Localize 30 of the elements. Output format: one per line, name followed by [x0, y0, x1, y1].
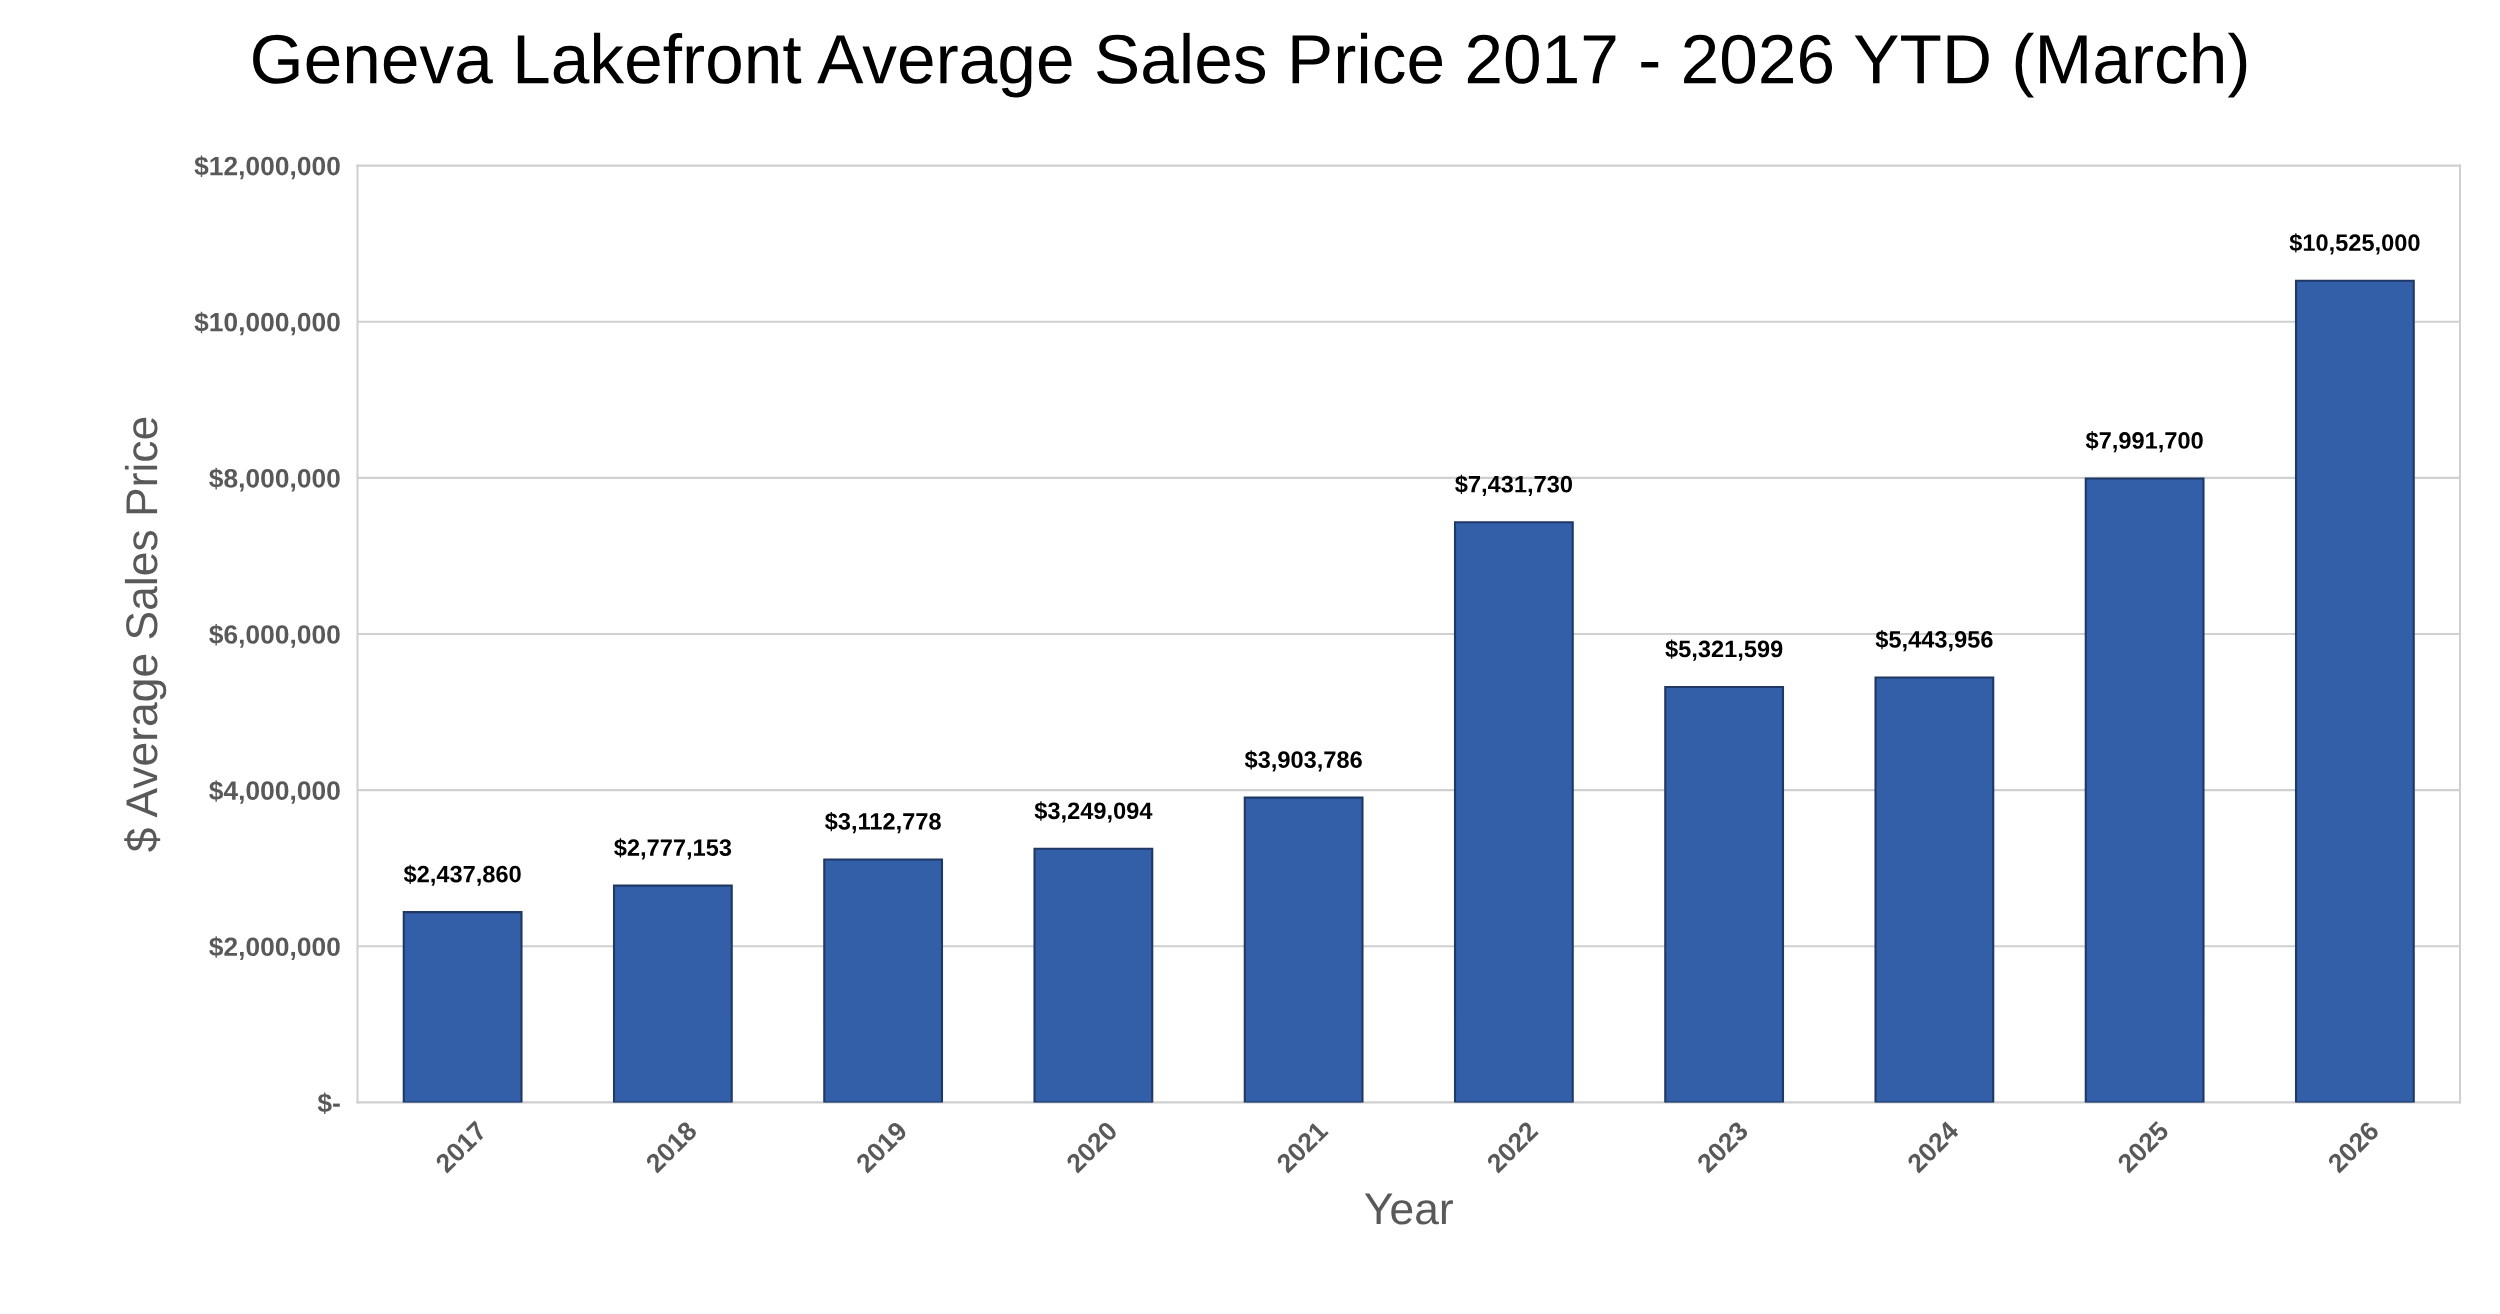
- bar: [1664, 685, 1785, 1103]
- y-tick-label: $10,000,000: [194, 311, 340, 336]
- data-label: $10,525,000: [2289, 233, 2420, 255]
- data-label: $3,112,778: [825, 812, 941, 834]
- chart-title: Geneva Lakefront Average Sales Price 2017 - 2026 YTD (March): [253, 32, 2247, 98]
- y-tick-label: $12,000,000: [194, 155, 340, 180]
- y-tick-label: $2,000,000: [209, 936, 340, 960]
- x-axis-title: Year: [1364, 1193, 1453, 1225]
- bar: [1033, 847, 1154, 1103]
- data-label: $3,249,094: [1034, 801, 1153, 823]
- y-tick-label: $-: [317, 1092, 340, 1114]
- bar: [612, 884, 733, 1103]
- bar: [823, 858, 944, 1103]
- bar: [2294, 279, 2415, 1103]
- data-label: $2,777,153: [614, 838, 732, 860]
- bar: [1243, 796, 1364, 1103]
- bar: [2084, 477, 2205, 1103]
- y-tick-label: $4,000,000: [209, 780, 340, 804]
- y-tick-label: $8,000,000: [209, 467, 340, 492]
- bar: [1874, 676, 1995, 1103]
- data-label: $5,443,956: [1875, 629, 1993, 652]
- y-axis-title: $ Average Sales Price: [124, 417, 167, 852]
- y-tick-label: $6,000,000: [209, 623, 340, 648]
- data-label: $5,321,599: [1665, 639, 1783, 661]
- bar: [402, 911, 523, 1103]
- data-label: $7,431,730: [1455, 474, 1572, 496]
- data-label: $2,437,860: [403, 864, 521, 886]
- bar: [1453, 521, 1574, 1103]
- data-label: $7,991,700: [2085, 431, 2203, 453]
- data-label: $3,903,786: [1244, 750, 1362, 772]
